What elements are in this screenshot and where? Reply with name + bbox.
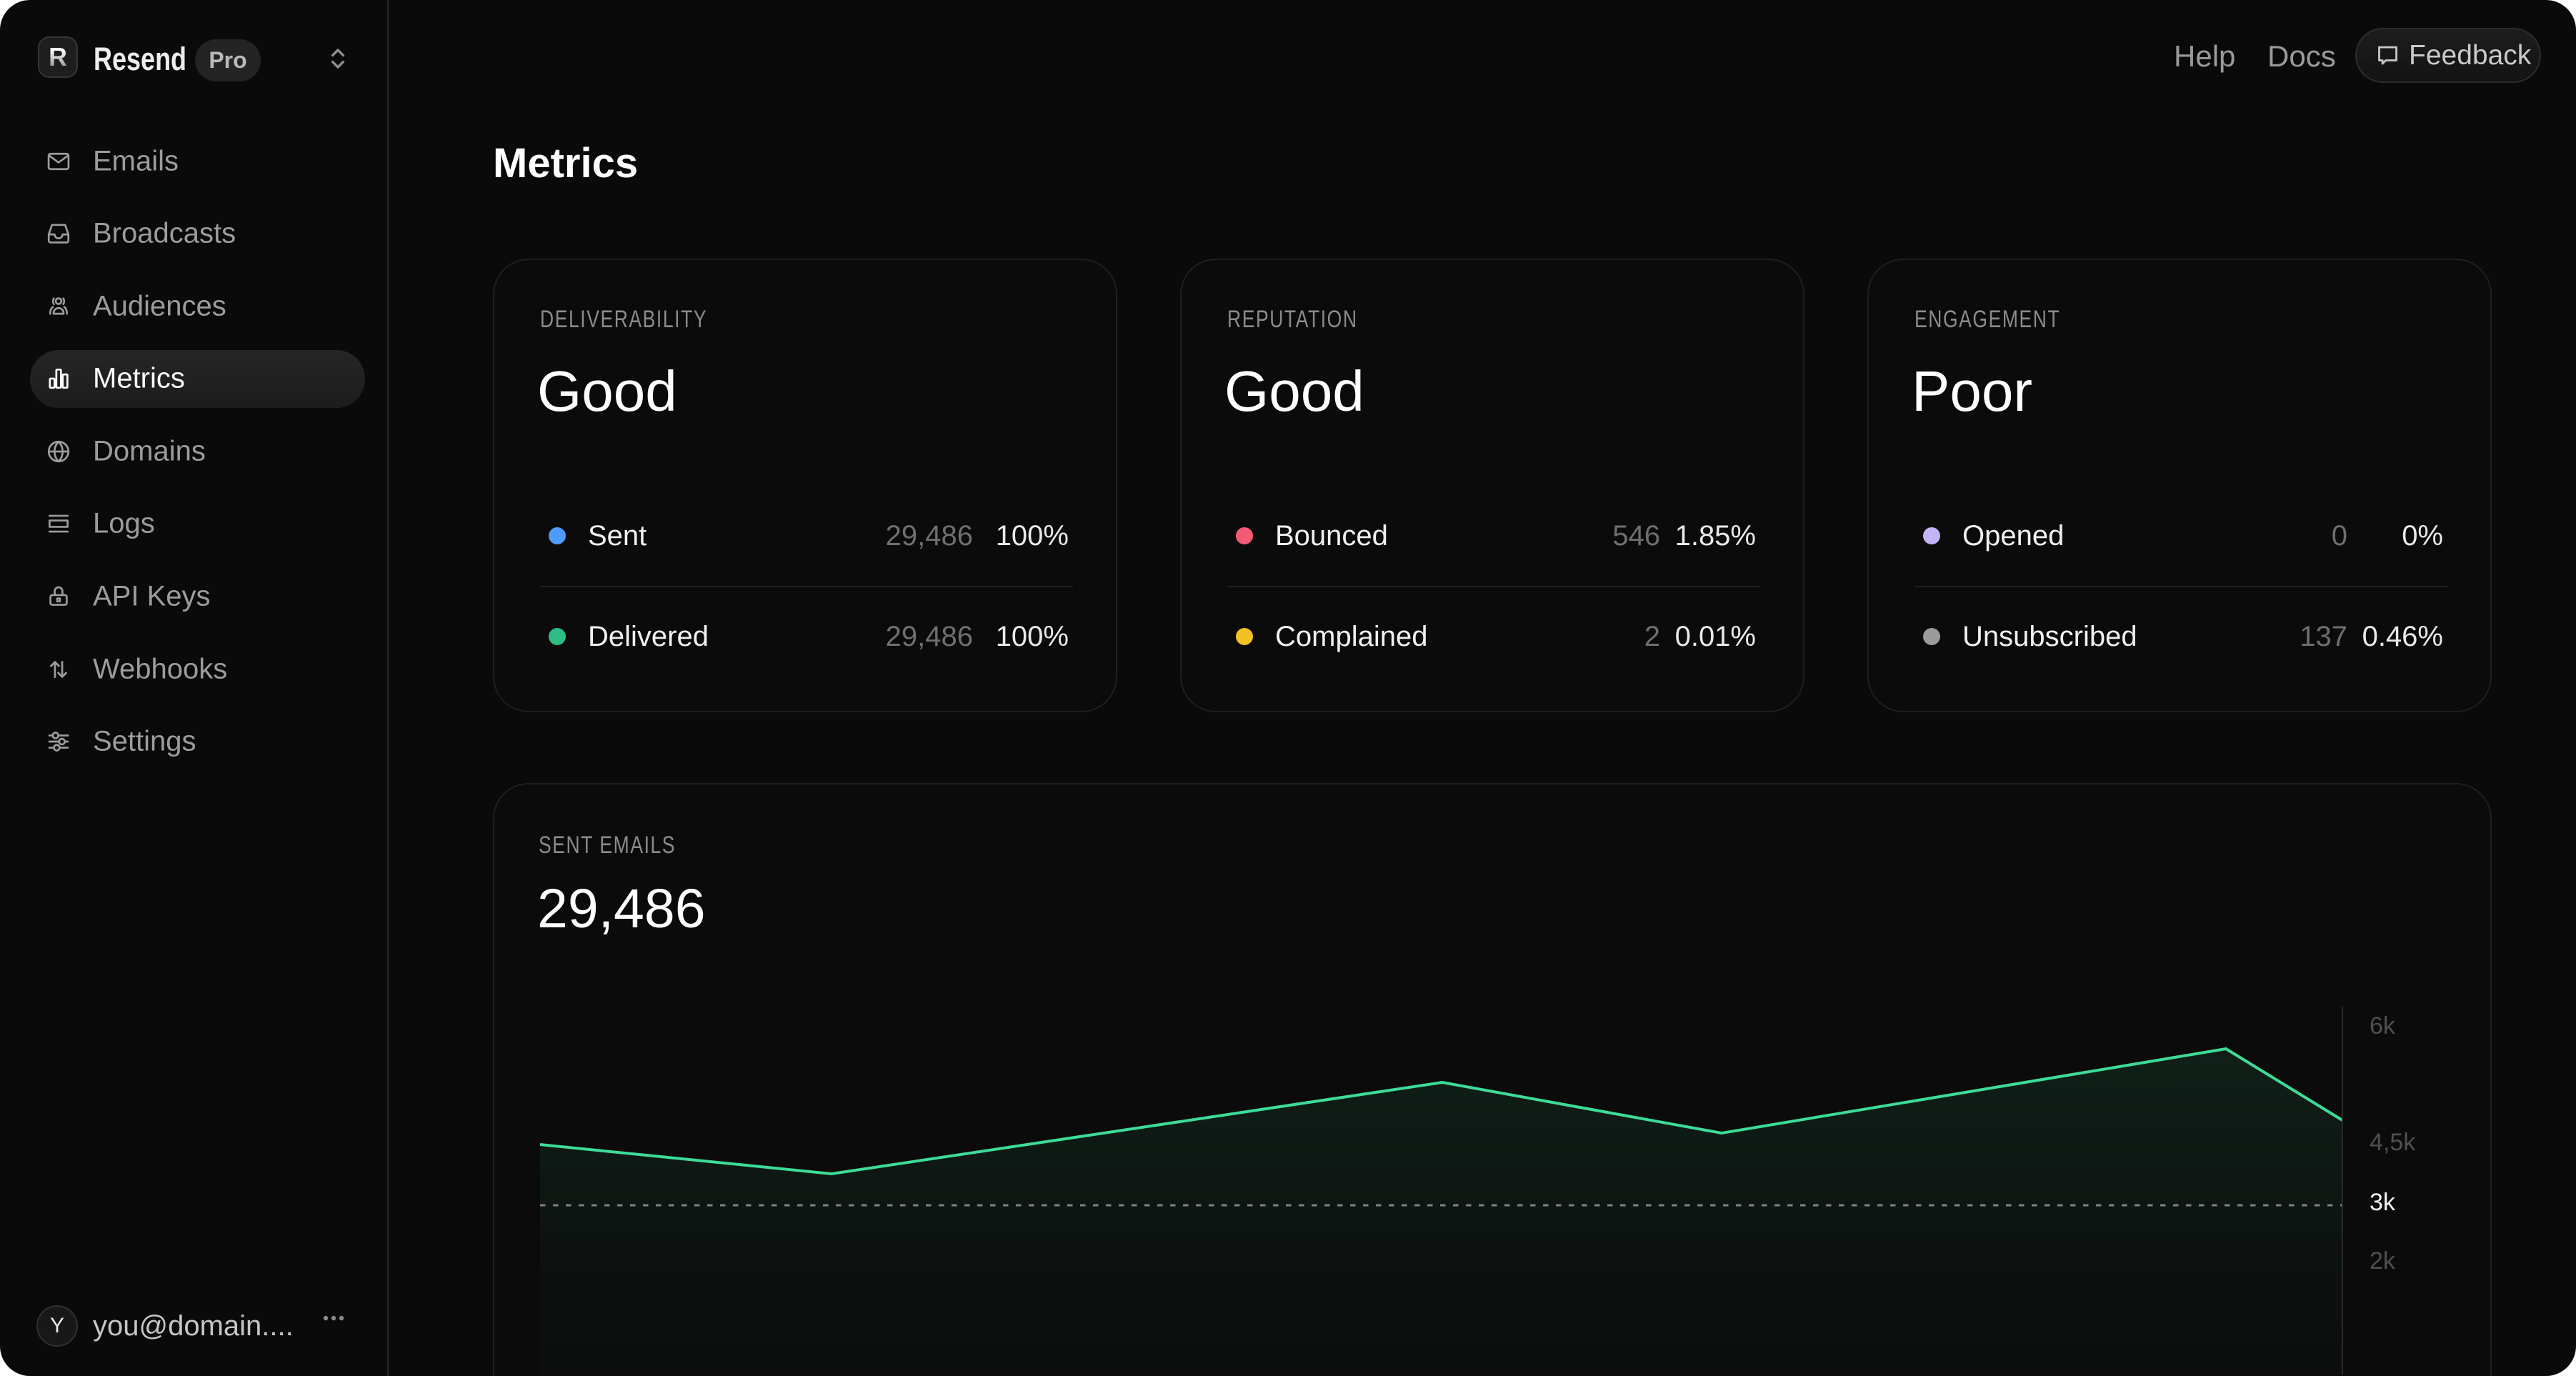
svg-text:R: R [49, 43, 67, 71]
